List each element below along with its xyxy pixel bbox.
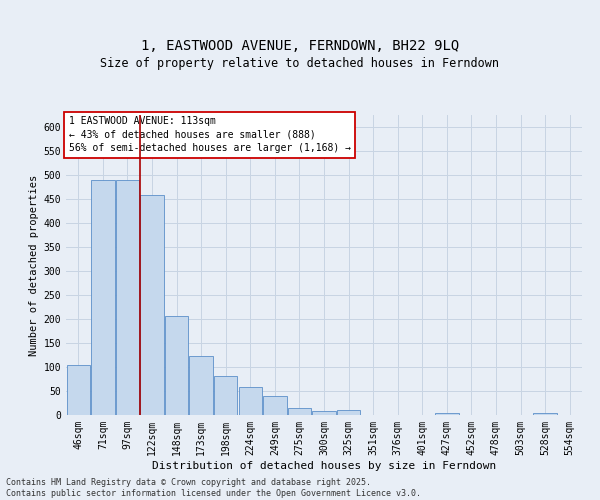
Bar	[533, 412, 557, 415]
Text: Contains HM Land Registry data © Crown copyright and database right 2025.
Contai: Contains HM Land Registry data © Crown c…	[6, 478, 421, 498]
Bar	[214, 376, 238, 415]
Bar	[263, 396, 287, 415]
Bar	[190, 356, 213, 415]
Bar	[67, 364, 90, 415]
Y-axis label: Number of detached properties: Number of detached properties	[29, 174, 40, 356]
Bar	[288, 408, 311, 415]
Bar	[313, 411, 335, 415]
Bar	[239, 387, 262, 415]
Text: Size of property relative to detached houses in Ferndown: Size of property relative to detached ho…	[101, 57, 499, 70]
Bar	[165, 316, 188, 415]
Bar	[435, 412, 458, 415]
Bar	[140, 195, 164, 415]
Bar	[116, 180, 139, 415]
Bar	[91, 180, 115, 415]
Text: 1 EASTWOOD AVENUE: 113sqm
← 43% of detached houses are smaller (888)
56% of semi: 1 EASTWOOD AVENUE: 113sqm ← 43% of detac…	[68, 116, 350, 153]
X-axis label: Distribution of detached houses by size in Ferndown: Distribution of detached houses by size …	[152, 460, 496, 470]
Bar	[337, 410, 360, 415]
Text: 1, EASTWOOD AVENUE, FERNDOWN, BH22 9LQ: 1, EASTWOOD AVENUE, FERNDOWN, BH22 9LQ	[141, 38, 459, 52]
